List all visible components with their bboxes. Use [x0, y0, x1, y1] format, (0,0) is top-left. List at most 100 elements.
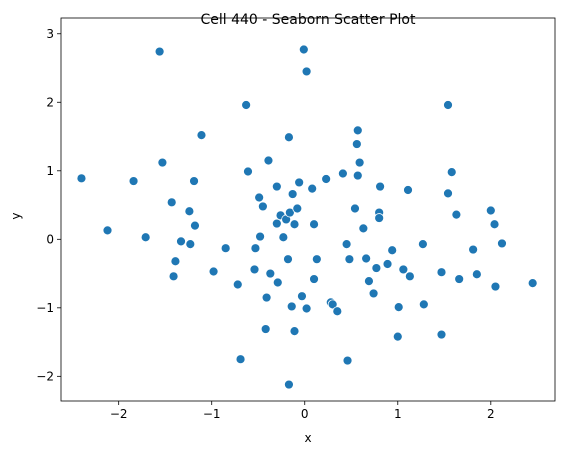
y-tick-label: 1: [46, 164, 54, 178]
y-tick-label: −2: [36, 369, 54, 383]
point: [361, 253, 372, 264]
point: [354, 157, 365, 168]
point: [311, 254, 322, 265]
point: [301, 66, 312, 77]
point: [364, 276, 374, 286]
point: [398, 264, 409, 275]
point: [294, 177, 305, 188]
point: [255, 231, 265, 242]
point: [243, 166, 253, 177]
point: [490, 281, 501, 292]
point: [327, 299, 338, 310]
point: [443, 100, 453, 110]
point: [176, 236, 186, 247]
point: [292, 203, 303, 214]
point: [321, 174, 332, 184]
x-tick-label: −1: [203, 407, 221, 421]
y-tick-label: −1: [36, 301, 54, 315]
point: [436, 267, 447, 278]
point: [254, 192, 265, 203]
point: [371, 263, 382, 273]
point: [284, 207, 295, 218]
point: [344, 254, 355, 265]
point: [307, 183, 318, 194]
point: [350, 203, 360, 214]
plot-frame: [60, 17, 556, 402]
x-tick-label: 1: [394, 407, 402, 421]
point: [157, 157, 168, 168]
point: [374, 213, 385, 223]
point: [189, 176, 199, 186]
point: [284, 132, 294, 143]
point: [403, 185, 413, 195]
point: [485, 205, 496, 216]
point: [271, 218, 282, 229]
y-tick-label: 3: [46, 27, 54, 41]
point: [263, 155, 274, 166]
point: [468, 244, 479, 255]
point: [220, 243, 231, 254]
point: [358, 223, 369, 234]
point: [265, 268, 276, 279]
point: [309, 274, 319, 284]
point: [283, 254, 293, 265]
point: [272, 277, 283, 288]
point: [387, 245, 398, 256]
chart-title: Cell 440 - Seaborn Scatter Plot: [200, 12, 416, 28]
point: [271, 181, 282, 192]
point: [298, 44, 309, 55]
point: [352, 125, 363, 136]
y-axis-label: y: [9, 212, 23, 219]
point: [249, 264, 260, 275]
point: [497, 238, 507, 249]
point: [184, 206, 195, 217]
point: [261, 292, 272, 303]
point: [451, 209, 462, 220]
point: [232, 279, 243, 290]
point: [471, 269, 482, 280]
point: [392, 331, 403, 342]
point: [352, 170, 363, 181]
point: [341, 239, 352, 250]
point: [289, 219, 300, 230]
point: [489, 219, 500, 230]
point: [128, 176, 139, 186]
point: [418, 299, 429, 310]
point: [332, 306, 343, 317]
point: [185, 239, 196, 250]
point: [297, 291, 307, 302]
point: [351, 139, 362, 149]
x-axis-label: x: [304, 431, 311, 445]
point: [168, 271, 179, 282]
point: [196, 130, 207, 141]
point: [443, 188, 453, 199]
x-tick-label: 0: [301, 407, 309, 421]
x-tick-label: −2: [110, 407, 128, 421]
y-tick-label: 2: [46, 95, 54, 109]
point: [76, 173, 87, 184]
point: [301, 303, 312, 314]
point: [166, 197, 177, 208]
y-tick-label: 0: [46, 232, 54, 246]
point: [208, 266, 219, 277]
point: [278, 232, 289, 243]
point: [241, 100, 252, 110]
point: [375, 181, 385, 192]
point: [250, 243, 261, 254]
point: [393, 302, 404, 313]
point: [287, 189, 298, 199]
point: [260, 324, 271, 334]
point: [154, 46, 165, 57]
point: [257, 201, 268, 212]
x-tick-label: 2: [487, 407, 495, 421]
point: [454, 274, 465, 284]
point: [382, 259, 393, 269]
point: [337, 168, 348, 179]
point: [527, 278, 538, 289]
point: [284, 379, 294, 390]
point: [404, 271, 415, 282]
point: [170, 256, 181, 267]
point: [140, 232, 151, 243]
point: [235, 354, 246, 365]
